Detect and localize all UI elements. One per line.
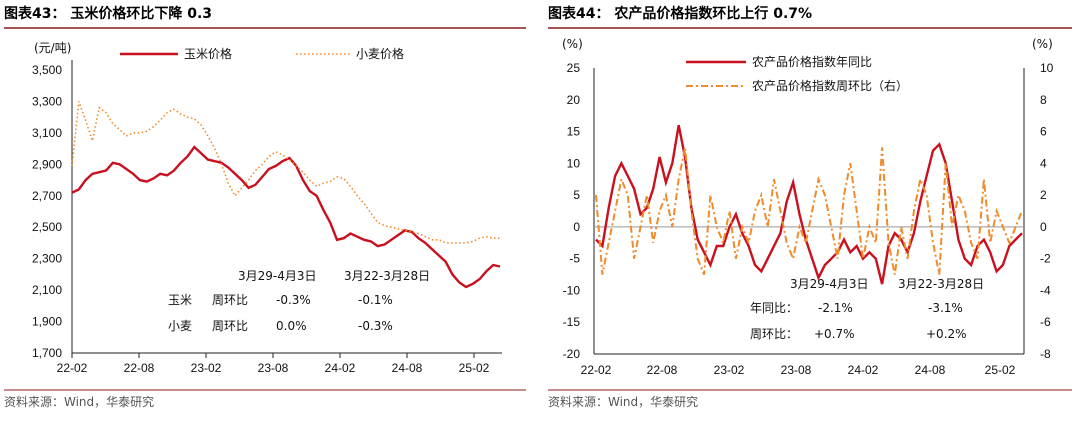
series-line-yoy <box>595 124 1023 285</box>
y-tick-label-right: -2 <box>1040 252 1051 266</box>
source-note: 资料来源：Wind，华泰研究 <box>548 394 698 409</box>
annot-period-1: 3月29-4月3日 <box>790 277 869 291</box>
annot-period-2: 3月22-3月28日 <box>898 277 984 291</box>
x-tick-label: 25-02 <box>459 361 490 375</box>
annot-row2-name: 小麦 <box>168 319 192 333</box>
y-tick-label-left: -15 <box>563 315 581 329</box>
series-line-wow <box>595 147 1023 275</box>
annot-row2-v2: -0.3% <box>358 319 393 333</box>
annot-row1-v2: -3.1% <box>928 301 963 315</box>
chart-title: 图表43： 玉米价格环比下降 0.3 <box>4 5 212 22</box>
legend-label-corn: 玉米价格 <box>184 46 232 61</box>
y-tick-label: 2,300 <box>32 252 62 266</box>
y-tick-label: 2,900 <box>32 157 62 171</box>
y-tick-label-left: -20 <box>563 347 581 361</box>
x-tick-label: 23-08 <box>781 363 812 377</box>
y-tick-label: 3,500 <box>32 63 62 77</box>
y-tick-label-left: 25 <box>567 61 581 75</box>
x-tick-label: 22-02 <box>57 361 88 375</box>
y-tick-label-left: 15 <box>567 125 581 139</box>
y-tick-label-left: 0 <box>573 220 580 234</box>
y-tick-labels: 3,500 3,300 3,100 2,900 2,700 2,500 2,300 2,100… <box>32 63 62 360</box>
annot-row1-v1: -2.1% <box>818 301 853 315</box>
x-tick-labels: 22-02 22-08 23-02 23-08 24-02 24-08 25-02 <box>57 361 490 375</box>
y-tick-labels-left: 25 20 15 10 5 0 -5 -10 -15 -20 <box>563 61 581 361</box>
y-tick-label: 1,900 <box>32 315 62 329</box>
y-axis-label: (元/吨) <box>34 41 71 55</box>
x-tick-label: 23-02 <box>714 363 745 377</box>
annot-row2-v1: +0.7% <box>814 327 855 341</box>
y-tick-label-right: 8 <box>1040 93 1047 107</box>
x-tick-label: 24-02 <box>325 361 356 375</box>
y-tick-label-right: -6 <box>1040 315 1051 329</box>
chart-title: 图表44： 农产品价格指数环比上行 0.7% <box>548 5 812 22</box>
y-tick-label: 2,700 <box>32 189 62 203</box>
series-lines <box>71 101 501 289</box>
y-tick-label-left: 5 <box>573 188 580 202</box>
y-axis-label-right: (%) <box>1032 37 1053 51</box>
y-tick-label-right: 10 <box>1040 61 1054 75</box>
y-tick-label-right: 0 <box>1040 220 1047 234</box>
series-line-wheat <box>71 101 500 244</box>
series-line-corn <box>71 145 501 289</box>
x-tick-label: 24-02 <box>848 363 879 377</box>
annot-row2-metric: 周环比： <box>750 327 798 341</box>
y-tick-label: 2,500 <box>32 220 62 234</box>
y-tick-label: 2,100 <box>32 283 62 297</box>
annot-row2-v2: +0.2% <box>926 327 967 341</box>
y-tick-label-right: 2 <box>1040 188 1047 202</box>
y-tick-label-left: 10 <box>567 156 581 170</box>
x-tick-label: 22-08 <box>124 361 155 375</box>
y-tick-labels-right: 10 8 6 4 2 0 -2 -4 -6 -8 <box>1040 61 1054 361</box>
y-tick-label-left: 20 <box>567 93 581 107</box>
annot-row1-metric: 周环比 <box>212 293 248 307</box>
x-tick-label: 25-02 <box>985 363 1016 377</box>
source-note: 资料来源：Wind，华泰研究 <box>4 394 154 409</box>
x-tick-label: 24-08 <box>392 361 423 375</box>
chart-43: 图表43： 玉米价格环比下降 0.3 (元/吨) 3,500 3,300 3,100… <box>4 5 526 409</box>
legend-label-yoy: 农产品价格指数年同比 <box>752 54 872 69</box>
annot-row1-metric: 年同比： <box>750 301 798 315</box>
x-tick-label: 24-08 <box>915 363 946 377</box>
x-tick-marks <box>71 353 475 358</box>
y-tick-label-left: -5 <box>569 252 580 266</box>
annot-period-2: 3月22-3月28日 <box>344 269 430 283</box>
y-tick-label: 3,300 <box>32 94 62 108</box>
y-tick-label-right: 4 <box>1040 156 1047 170</box>
x-tick-label: 22-08 <box>647 363 678 377</box>
x-tick-labels: 22-02 22-08 23-02 23-08 24-02 24-08 25-02 <box>581 363 1016 377</box>
y-axis-label-left: (%) <box>562 37 583 51</box>
y-tick-label-right: 6 <box>1040 125 1047 139</box>
x-tick-label: 23-08 <box>258 361 289 375</box>
annot-row2-metric: 周环比 <box>212 319 248 333</box>
annot-period-1: 3月29-4月3日 <box>238 269 317 283</box>
legend-label-wheat: 小麦价格 <box>356 46 404 61</box>
series-lines <box>595 124 1023 285</box>
y-tick-label-right: -4 <box>1040 283 1051 297</box>
chart-44: 图表44： 农产品价格指数环比上行 0.7% (%) (%) 252015105… <box>548 5 1072 409</box>
legend-label-wow: 农产品价格指数周环比（右） <box>752 78 908 93</box>
y-tick-label: 3,100 <box>32 126 62 140</box>
annot-row1-v1: -0.3% <box>276 293 311 307</box>
y-tick-label-right: -8 <box>1040 347 1051 361</box>
annot-row1-v2: -0.1% <box>358 293 393 307</box>
y-tick-label: 1,700 <box>32 346 62 360</box>
annot-row1-name: 玉米 <box>168 293 192 307</box>
y-tick-label-left: -10 <box>563 283 581 297</box>
x-tick-label: 22-02 <box>581 363 612 377</box>
annot-row2-v1: 0.0% <box>276 319 307 333</box>
x-tick-label: 23-02 <box>191 361 222 375</box>
